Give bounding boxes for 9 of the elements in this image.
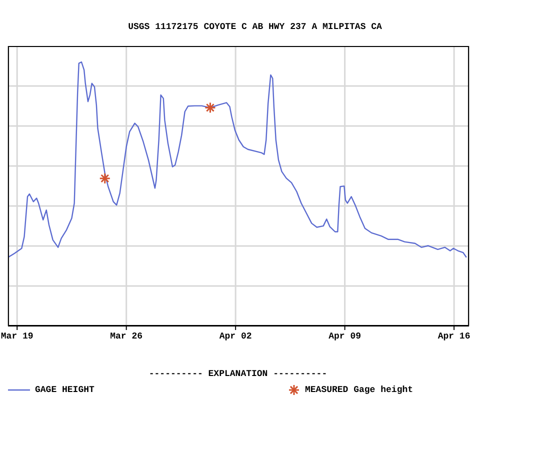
legend-label: GAGE HEIGHT bbox=[35, 385, 94, 395]
x-tick-label: Apr 09 bbox=[328, 331, 362, 342]
x-tick-label: Apr 02 bbox=[219, 331, 252, 342]
chart-title: USGS 11172175 COYOTE C AB HWY 237 A MILPITAS CA bbox=[127, 22, 383, 32]
x-tick-label: Mar 26 bbox=[110, 331, 143, 342]
legend-title: ---------- EXPLANATION ---------- bbox=[148, 369, 328, 379]
legend-label: MEASURED Gage height bbox=[305, 385, 414, 395]
x-tick-label: Apr 16 bbox=[438, 331, 470, 342]
x-tick-label: Mar 19 bbox=[0, 331, 34, 342]
